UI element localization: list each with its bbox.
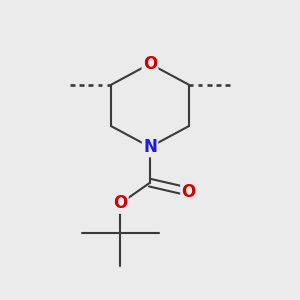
Text: O: O (143, 55, 157, 73)
Text: O: O (113, 194, 127, 212)
Text: O: O (182, 183, 196, 201)
Text: N: N (143, 138, 157, 156)
